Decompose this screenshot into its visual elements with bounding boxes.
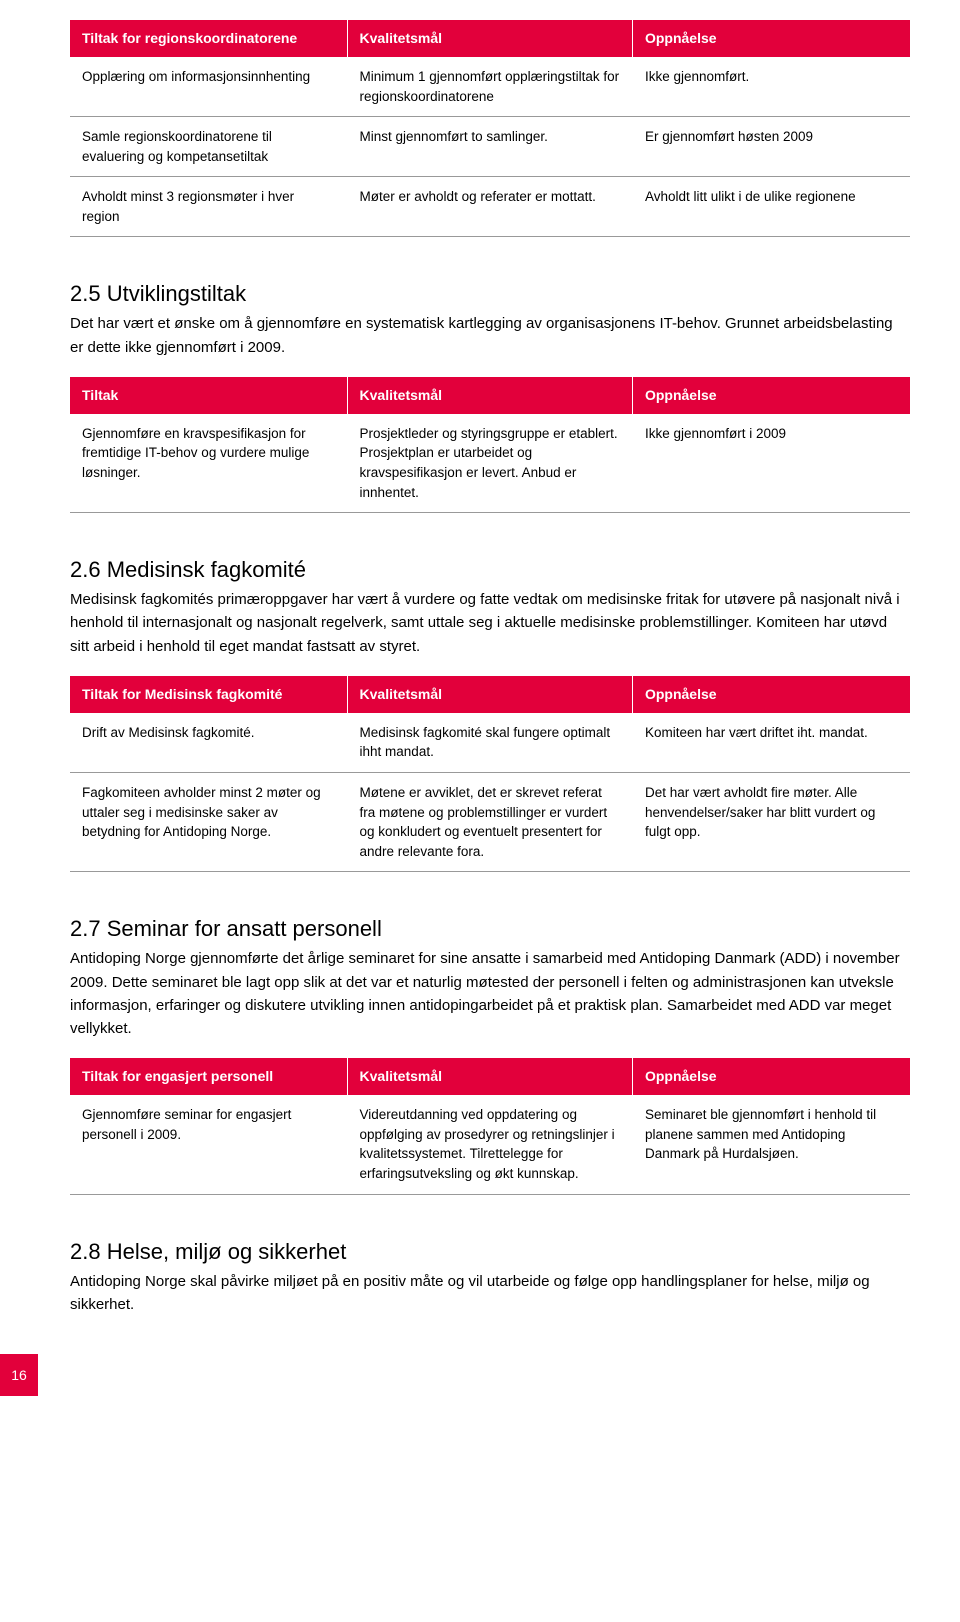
- heading-2-7: 2.7 Seminar for ansatt personell: [70, 912, 910, 945]
- cell: Gjennomføre en kravspesifikasjon for fre…: [70, 414, 347, 513]
- cell: Prosjektleder og styringsgruppe er etabl…: [347, 414, 632, 513]
- th: Oppnåelse: [632, 676, 909, 713]
- cell: Minst gjennomført to samlinger.: [347, 117, 632, 177]
- cell: Er gjennomført høsten 2009: [632, 117, 909, 177]
- table-medisinsk-fagkomite: Tiltak for Medisinsk fagkomité Kvalitets…: [70, 676, 910, 872]
- heading-2-8: 2.8 Helse, miljø og sikkerhet: [70, 1235, 910, 1268]
- cell: Møter er avholdt og referater er mottatt…: [347, 177, 632, 237]
- table-regionskoordinatorene: Tiltak for regionskoordinatorene Kvalite…: [70, 20, 910, 237]
- table-row: Gjennomføre en kravspesifikasjon for fre…: [70, 414, 910, 513]
- cell: Avholdt minst 3 regionsmøter i hver regi…: [70, 177, 347, 237]
- th: Oppnåelse: [632, 377, 909, 414]
- th: Oppnåelse: [632, 1058, 909, 1095]
- body-2-5: Det har vært et ønske om å gjennomføre e…: [70, 312, 910, 359]
- cell: Ikke gjennomført.: [632, 57, 909, 117]
- th: Kvalitetsmål: [347, 377, 632, 414]
- cell: Opplæring om informasjonsinnhenting: [70, 57, 347, 117]
- cell: Det har vært avholdt fire møter. Alle he…: [632, 773, 909, 872]
- table-row: Fagkomiteen avholder minst 2 møter og ut…: [70, 773, 910, 872]
- cell: Møtene er avviklet, det er skrevet refer…: [347, 773, 632, 872]
- heading-2-5: 2.5 Utviklingstiltak: [70, 277, 910, 310]
- body-2-6: Medisinsk fagkomités primæroppgaver har …: [70, 588, 910, 658]
- cell: Samle regionskoordinatorene til evalueri…: [70, 117, 347, 177]
- table-header-row: Tiltak for engasjert personell Kvalitets…: [70, 1058, 910, 1095]
- table-row: Opplæring om informasjonsinnhenting Mini…: [70, 57, 910, 117]
- table-utviklingstiltak: Tiltak Kvalitetsmål Oppnåelse Gjennomfør…: [70, 377, 910, 513]
- cell: Videreutdanning ved oppdatering og oppfø…: [347, 1095, 632, 1194]
- cell: Drift av Medisinsk fagkomité.: [70, 713, 347, 773]
- cell: Fagkomiteen avholder minst 2 møter og ut…: [70, 773, 347, 872]
- page-number: 16: [0, 1354, 38, 1396]
- table-header-row: Tiltak for regionskoordinatorene Kvalite…: [70, 20, 910, 57]
- cell: Ikke gjennomført i 2009: [632, 414, 909, 513]
- th: Kvalitetsmål: [347, 20, 632, 57]
- cell: Avholdt litt ulikt i de ulike regionene: [632, 177, 909, 237]
- th: Oppnåelse: [632, 20, 909, 57]
- th: Tiltak: [70, 377, 347, 414]
- body-2-7: Antidoping Norge gjennomførte det årlige…: [70, 947, 910, 1040]
- table-engasjert-personell: Tiltak for engasjert personell Kvalitets…: [70, 1058, 910, 1194]
- th: Kvalitetsmål: [347, 1058, 632, 1095]
- cell: Gjennomføre seminar for engasjert person…: [70, 1095, 347, 1194]
- table-row: Avholdt minst 3 regionsmøter i hver regi…: [70, 177, 910, 237]
- table-header-row: Tiltak Kvalitetsmål Oppnåelse: [70, 377, 910, 414]
- cell: Komiteen har vært driftet iht. mandat.: [632, 713, 909, 773]
- cell: Medisinsk fagkomité skal fungere optimal…: [347, 713, 632, 773]
- table-row: Gjennomføre seminar for engasjert person…: [70, 1095, 910, 1194]
- heading-2-6: 2.6 Medisinsk fagkomité: [70, 553, 910, 586]
- cell: Seminaret ble gjennomført i henhold til …: [632, 1095, 909, 1194]
- table-header-row: Tiltak for Medisinsk fagkomité Kvalitets…: [70, 676, 910, 713]
- th: Tiltak for engasjert personell: [70, 1058, 347, 1095]
- table-row: Samle regionskoordinatorene til evalueri…: [70, 117, 910, 177]
- th: Tiltak for regionskoordinatorene: [70, 20, 347, 57]
- body-2-8: Antidoping Norge skal påvirke miljøet på…: [70, 1270, 910, 1317]
- th: Tiltak for Medisinsk fagkomité: [70, 676, 347, 713]
- th: Kvalitetsmål: [347, 676, 632, 713]
- table-row: Drift av Medisinsk fagkomité. Medisinsk …: [70, 713, 910, 773]
- cell: Minimum 1 gjennomført opplæringstiltak f…: [347, 57, 632, 117]
